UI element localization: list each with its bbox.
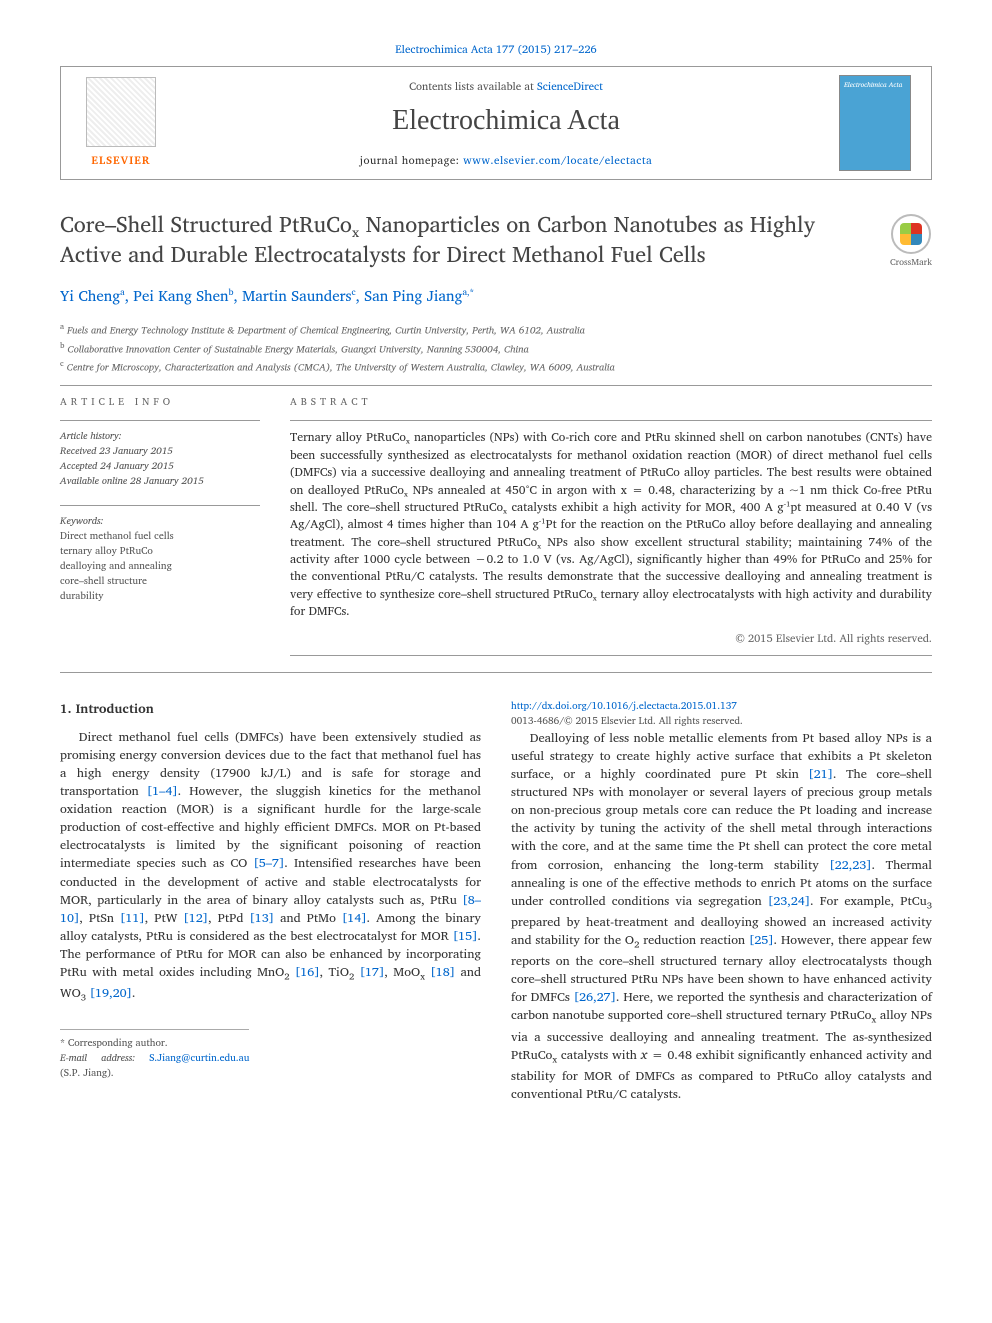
divider <box>60 385 932 386</box>
divider <box>60 505 260 506</box>
homepage-prefix: journal homepage: <box>360 151 463 169</box>
affiliations: a Fuels and Energy Technology Institute … <box>60 320 932 375</box>
doi-block: http://dx.doi.org/10.1016/j.electacta.20… <box>511 699 932 729</box>
publisher-logo: ELSEVIER <box>61 69 181 177</box>
citation-link[interactable]: [17] <box>360 962 385 982</box>
journal-reference-link[interactable]: Electrochimica Acta 177 (2015) 217–226 <box>395 40 596 58</box>
masthead-center: Contents lists available at ScienceDirec… <box>181 67 831 179</box>
elsevier-tree-icon <box>86 77 156 147</box>
article-title: Core–Shell Structured PtRuCoₓ Nanopartic… <box>60 210 932 269</box>
email-label: E-mail address: <box>60 1050 149 1066</box>
citation-link[interactable]: [5–7] <box>253 853 284 873</box>
affiliation-c: Centre for Microscopy, Characterization … <box>67 359 615 375</box>
citation-link[interactable]: [26,27] <box>574 987 616 1007</box>
journal-homepage: journal homepage: www.elsevier.com/locat… <box>181 151 831 169</box>
keyword: dealloying and annealing <box>60 558 172 574</box>
article-history: Article history: Received 23 January 201… <box>60 429 260 489</box>
history-head: Article history: <box>60 429 260 444</box>
publisher-name: ELSEVIER <box>91 151 150 169</box>
keywords-head: Keywords: <box>60 514 260 529</box>
article-body: 1. Introduction Direct methanol fuel cel… <box>60 699 932 1103</box>
email-link[interactable]: S.Jiang@curtin.edu.au <box>149 1050 249 1066</box>
abstract-label: ABSTRACT <box>290 394 932 410</box>
history-accepted: Accepted 24 January 2015 <box>60 459 260 474</box>
corr-author-label: * Corresponding author. <box>60 1036 249 1051</box>
divider <box>60 672 932 673</box>
journal-masthead: ELSEVIER Contents lists available at Sci… <box>60 66 932 180</box>
divider <box>290 420 932 421</box>
author-aff-sup: c <box>351 284 355 299</box>
journal-cover-thumbnail: Electrochimica Acta <box>839 75 911 171</box>
author-aff-sup: b <box>229 284 234 299</box>
article-info-column: ARTICLE INFO Article history: Received 2… <box>60 394 260 663</box>
keyword: ternary alloy PtRuCo <box>60 543 153 559</box>
sciencedirect-link[interactable]: ScienceDirect <box>537 77 603 95</box>
email-suffix: (S.P. Jiang). <box>60 1065 114 1081</box>
author-link[interactable]: Martin Saunders <box>242 283 351 308</box>
keywords: Keywords: Direct methanol fuel cells ter… <box>60 514 260 604</box>
divider <box>290 655 932 656</box>
author-link[interactable]: San Ping Jiang <box>364 283 462 308</box>
citation-link[interactable]: [18] <box>430 962 455 982</box>
cover-title: Electrochimica Acta <box>844 80 906 91</box>
author-link[interactable]: Pei Kang Shen <box>133 283 228 308</box>
crossmark-label: CrossMark <box>890 256 932 268</box>
journal-title: Electrochimica Acta <box>181 105 831 137</box>
citation-link[interactable]: [22,23] <box>829 855 871 875</box>
author-aff-sup: a <box>120 284 125 299</box>
contents-prefix: Contents lists available at <box>409 77 537 95</box>
history-received: Received 23 January 2015 <box>60 444 260 459</box>
info-abstract-grid: ARTICLE INFO Article history: Received 2… <box>60 394 932 663</box>
divider <box>60 420 260 421</box>
issn-copyright: 0013-4686/© 2015 Elsevier Ltd. All right… <box>511 713 743 729</box>
keyword: Direct methanol fuel cells <box>60 528 174 544</box>
abstract-text: Ternary alloy PtRuCoₓ nanoparticles (NPs… <box>290 429 932 620</box>
history-online: Available online 28 January 2015 <box>60 474 260 489</box>
citation-link[interactable]: [12] <box>183 908 208 928</box>
keyword: durability <box>60 588 104 604</box>
citation-link[interactable]: [15] <box>453 926 478 946</box>
citation-link[interactable]: [11] <box>120 908 145 928</box>
crossmark-icon <box>891 214 931 254</box>
citation-link[interactable]: [14] <box>342 908 367 928</box>
doi-link[interactable]: http://dx.doi.org/10.1016/j.electacta.20… <box>511 698 737 714</box>
homepage-link[interactable]: www.elsevier.com/locate/electacta <box>463 151 652 169</box>
abstract-copyright: © 2015 Elsevier Ltd. All rights reserved… <box>290 629 932 647</box>
affiliation-a: Fuels and Energy Technology Institute & … <box>67 323 585 339</box>
citation-link[interactable]: [19,20] <box>90 983 132 1003</box>
journal-reference: Electrochimica Acta 177 (2015) 217–226 <box>60 40 932 58</box>
section-heading: 1. Introduction <box>60 699 481 718</box>
abstract-column: ABSTRACT Ternary alloy PtRuCoₓ nanoparti… <box>290 394 932 663</box>
author-aff-sup: a,* <box>462 284 474 299</box>
authors-line: Yi Chenga, Pei Kang Shenb, Martin Saunde… <box>60 283 932 308</box>
body-paragraph: Direct methanol fuel cells (DMFCs) have … <box>60 728 481 1006</box>
citation-link[interactable]: [1–4] <box>147 781 178 801</box>
crossmark-badge[interactable]: CrossMark <box>890 214 932 268</box>
article-info-label: ARTICLE INFO <box>60 394 260 410</box>
citation-link[interactable]: [16] <box>295 962 320 982</box>
contents-line: Contents lists available at ScienceDirec… <box>181 77 831 95</box>
corresponding-author-footnote: * Corresponding author. E-mail address: … <box>60 1029 249 1081</box>
citation-link[interactable]: [25] <box>749 930 774 950</box>
citation-link[interactable]: [13] <box>249 908 274 928</box>
author-link[interactable]: Yi Cheng <box>60 283 120 308</box>
affiliation-b: Collaborative Innovation Center of Susta… <box>67 341 528 357</box>
citation-link[interactable]: [23,24] <box>768 891 810 911</box>
body-paragraph: Dealloying of less noble metallic elemen… <box>511 729 932 1103</box>
keyword: core–shell structure <box>60 573 147 589</box>
citation-link[interactable]: [21] <box>808 764 833 784</box>
article-title-text: Core–Shell Structured PtRuCoₓ Nanopartic… <box>60 206 815 272</box>
